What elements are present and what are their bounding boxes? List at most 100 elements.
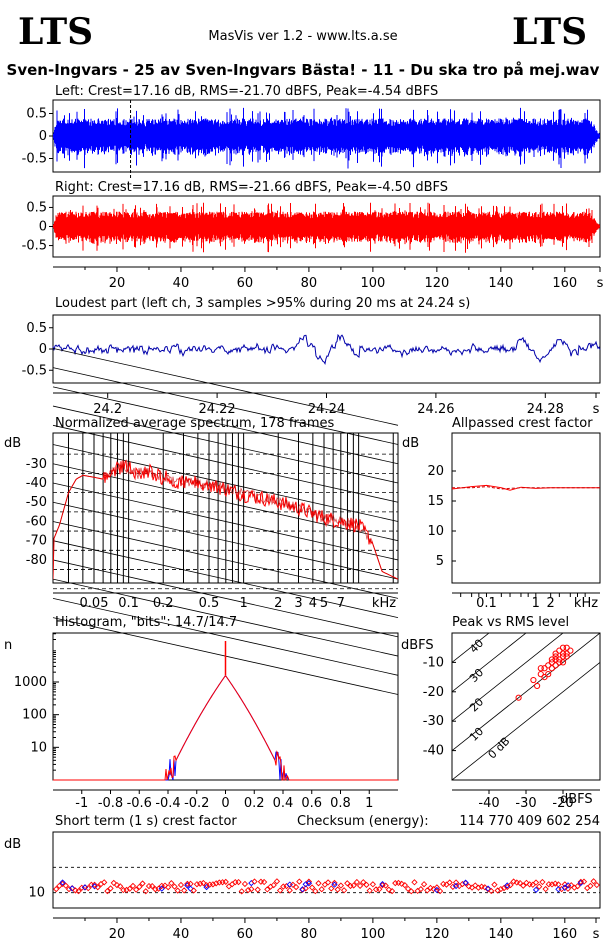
shortcrest-point-right [94, 884, 101, 891]
peakrms-point-7 [556, 647, 563, 654]
shortcrest-point-right [491, 881, 498, 888]
right-xtick-label-6: 140 [488, 276, 513, 291]
shortcrest-point-right [209, 881, 217, 888]
shortcrest-point-right [590, 878, 597, 885]
peakrms-diag-line [452, 633, 600, 752]
shortcrest-point-left [462, 879, 469, 886]
allpass-xtick-label-2: 2 [547, 596, 555, 611]
shortcrest-point-left [203, 883, 210, 891]
shortcrest-point-right [53, 885, 60, 893]
spectrum-ytick-label-5: -80 [26, 553, 47, 568]
shortcrest-point-left [59, 879, 66, 886]
shortcrest-point-right [404, 885, 412, 893]
right-xtick-label-0: 20 [109, 276, 126, 291]
shortcrest-point-right [149, 882, 156, 890]
peakrms-point-25 [563, 653, 570, 660]
histogram-ylabel: n [4, 638, 12, 653]
peakrms-xlabel: dBFS [560, 792, 593, 807]
histogram-curve-left [53, 675, 398, 781]
peakrms-point-18 [559, 650, 567, 657]
app-version: MasVis ver 1.2 - www.lts.a.se [208, 29, 397, 44]
shortcrest-point-right [197, 880, 204, 887]
spectrum-xtick-label-9: 7 [337, 596, 345, 611]
shortcrest-point-right [475, 884, 482, 891]
shortcrest-point-right [388, 887, 396, 895]
peakrms-xtick-label-0: -40 [478, 796, 499, 811]
spectrum-xtick-label-8: 5 [320, 596, 328, 611]
peakrms-point-11 [548, 665, 556, 672]
loudest-xtick-label-5: s [593, 402, 600, 417]
shortcrest-frame [52, 831, 601, 909]
spectrum-slope-line [52, 501, 399, 580]
peakrms-ytick-label-2: -30 [423, 714, 444, 729]
shortcrest-point-right [165, 884, 172, 891]
shortcrest-point-right [152, 886, 159, 893]
histogram-frame [52, 632, 399, 781]
shortcrest-point-right [200, 879, 207, 887]
shortcrest-xtick-label-5: 120 [424, 927, 449, 942]
shortcrest-point-right [273, 878, 281, 885]
shortcrest-point-right [360, 879, 367, 886]
histogram-xtick-label-3: -0.4 [155, 796, 180, 811]
shortcrest-point-left [302, 881, 309, 888]
shortcrest-point-right [168, 880, 175, 887]
shortcrest-point-right [580, 878, 588, 885]
spectrum-ytick-label-0: -30 [26, 457, 47, 472]
shortcrest-point-left [561, 884, 568, 891]
peakrms-point-15 [545, 671, 552, 678]
allpass-frame [451, 432, 601, 584]
shortcrest-point-right [289, 881, 297, 888]
allpass-ytick-label-1: 15 [427, 494, 444, 509]
shortcrest-point-right [363, 881, 370, 888]
spectrum-slope-line [52, 578, 399, 657]
spectrum-slope-line [52, 597, 399, 676]
peakrms-ylabel: dBFS [401, 638, 434, 653]
right-xtick-label-5: 120 [424, 276, 449, 291]
peakrms-title: Peak vs RMS level [452, 615, 569, 630]
shortcrest-point-right [110, 879, 117, 887]
right-xtick-label-7: 160 [552, 276, 577, 291]
shortcrest-point-right [382, 882, 389, 889]
shortcrest-point-left [532, 886, 540, 893]
spectrum-curve-left [53, 461, 398, 580]
shortcrest-point-right [408, 888, 415, 895]
peakrms-diag-label-4: 0 dB [486, 735, 513, 762]
peakrms-point-4 [545, 662, 552, 669]
shortcrest-point-right [136, 883, 143, 890]
spectrum-xtick-label-4: 1 [239, 596, 247, 611]
shortcrest-point-right [142, 888, 149, 895]
shortcrest-point-left [299, 886, 306, 893]
shortcrest-point-right [248, 885, 255, 893]
shortcrest-point-right [171, 883, 178, 890]
shortcrest-point-right [398, 880, 405, 887]
shortcrest-point-right [235, 878, 242, 886]
peakrms-point-8 [559, 644, 567, 651]
peakrms-point-14 [567, 647, 574, 654]
left-title: Left: Crest=17.16 dB, RMS=-21.70 dBFS, P… [55, 84, 438, 99]
shortcrest-point-right [488, 887, 495, 895]
spectrum-ytick-label-1: -40 [26, 476, 47, 491]
right-xtick-label-4: 100 [360, 276, 385, 291]
peakrms-ytick-label-3: -40 [423, 744, 444, 759]
allpass-ytick-label-3: 5 [436, 554, 444, 569]
peakrms-point-26 [559, 659, 567, 666]
shortcrest-point-left [331, 881, 338, 888]
shortcrest-xtick-label-1: 40 [173, 927, 190, 942]
shortcrest-xtick-label-8: s [593, 927, 600, 942]
shortcrest-point-right [270, 881, 277, 889]
shortcrest-point-right [181, 887, 188, 894]
peakrms-point-22 [534, 682, 541, 690]
peakrms-xtick-label-1: -30 [515, 796, 536, 811]
spectrum-xtick-label-0: 0.05 [80, 596, 109, 611]
shortcrest-point-right [161, 882, 169, 889]
shortcrest-xtick-label-0: 20 [109, 927, 126, 942]
shortcrest-point-right [75, 888, 82, 895]
shortcrest-point-right [449, 883, 456, 890]
shortcrest-point-right [366, 887, 373, 894]
shortcrest-point-right [350, 882, 357, 889]
shortcrest-point-left [433, 886, 440, 894]
shortcrest-point-right [251, 878, 258, 885]
shortcrest-point-right [574, 883, 581, 890]
shortcrest-point-left [187, 885, 194, 892]
